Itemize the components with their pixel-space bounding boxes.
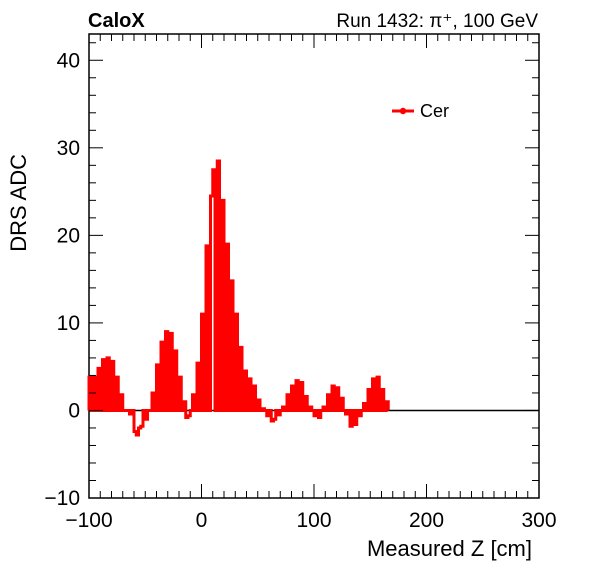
x-tick-label: 0 xyxy=(196,509,208,532)
y-tick-label: 10 xyxy=(57,312,80,335)
header-left: CaloX xyxy=(88,10,145,32)
x-tick-label: −100 xyxy=(65,509,112,532)
legend-entry-cer: Cer xyxy=(420,101,449,121)
y-tick-label: 0 xyxy=(68,399,80,422)
legend-marker-icon xyxy=(399,107,407,115)
plot-frame xyxy=(88,33,540,499)
legend: Cer xyxy=(392,101,449,121)
y-axis-label: DRS ADC xyxy=(6,154,31,252)
x-tick-label: 200 xyxy=(409,509,444,532)
header-right: Run 1432: π⁺, 100 GeV xyxy=(336,11,538,32)
series-cer-histogram xyxy=(87,159,390,437)
y-tick-label: −10 xyxy=(44,487,80,510)
y-tick-label: 30 xyxy=(57,137,80,160)
x-axis-label: Measured Z [cm] xyxy=(367,536,532,561)
x-tick-label: 300 xyxy=(521,509,556,532)
y-tick-label: 20 xyxy=(57,224,80,247)
y-tick-label: 40 xyxy=(57,49,80,72)
x-tick-label: 100 xyxy=(296,509,331,532)
